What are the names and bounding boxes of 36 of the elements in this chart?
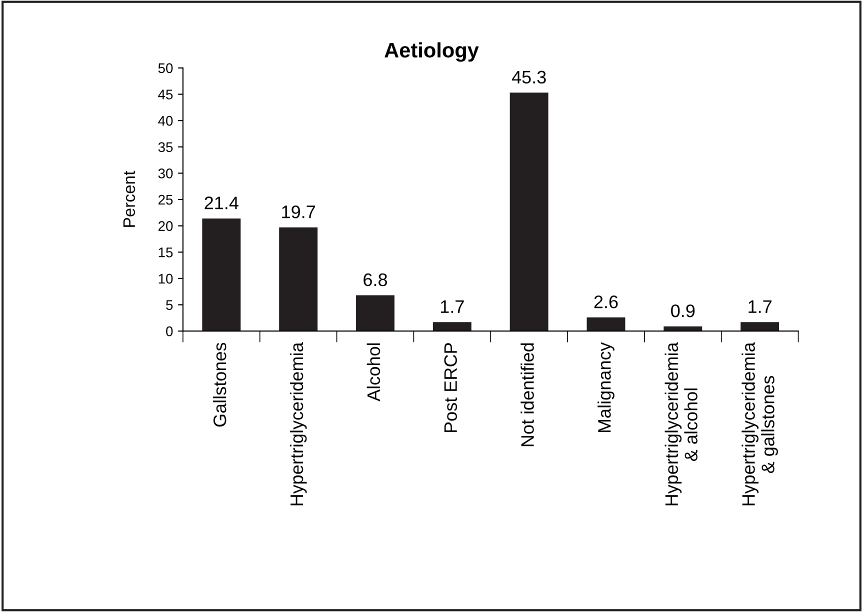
y-tick-label: 35 xyxy=(158,142,173,152)
x-tick-label: Gallstones xyxy=(213,342,226,427)
x-tick-label: Malignancy xyxy=(598,342,614,432)
data-label: 2.6 xyxy=(594,296,618,308)
x-tick-label: Hypertriglyceridemia & alcohol xyxy=(664,342,698,506)
y-tick-label: 30 xyxy=(158,168,173,178)
data-label: 19.7 xyxy=(282,205,315,218)
y-axis-title: Percent xyxy=(123,170,136,227)
y-tick-label: 50 xyxy=(158,63,173,74)
data-label: 0.9 xyxy=(671,304,695,318)
data-label: 45.3 xyxy=(512,70,546,84)
x-tick-label: Post ERCP xyxy=(444,343,458,432)
bar xyxy=(279,227,318,332)
y-tick-label: 45 xyxy=(158,90,173,100)
x-tick-label: Alcohol xyxy=(366,343,380,402)
bar xyxy=(740,322,780,332)
bar xyxy=(586,317,626,332)
x-tick-label: Hypertriglyceridemia & gallstones xyxy=(742,342,778,506)
y-tick-label: 20 xyxy=(158,221,173,231)
bar xyxy=(510,92,548,332)
bar xyxy=(432,322,472,332)
bar xyxy=(356,295,394,332)
y-tick-label: 25 xyxy=(158,194,173,205)
y-tick-label: 40 xyxy=(158,116,173,126)
y-tick-label: 5 xyxy=(166,300,173,310)
data-label: 6.8 xyxy=(364,273,388,286)
chart-title: Aetiology xyxy=(384,42,479,62)
y-tick-label: 0 xyxy=(166,326,173,336)
data-label: 21.4 xyxy=(204,196,238,210)
x-tick-label: Not identified xyxy=(520,343,534,446)
data-label: 1.7 xyxy=(440,300,464,313)
bar xyxy=(202,218,241,332)
y-tick-label: 10 xyxy=(158,274,173,284)
y-tick-label: 15 xyxy=(158,248,173,258)
x-tick-label: Hypertriglyceridemia xyxy=(290,342,307,506)
data-label: 1.7 xyxy=(748,300,772,313)
